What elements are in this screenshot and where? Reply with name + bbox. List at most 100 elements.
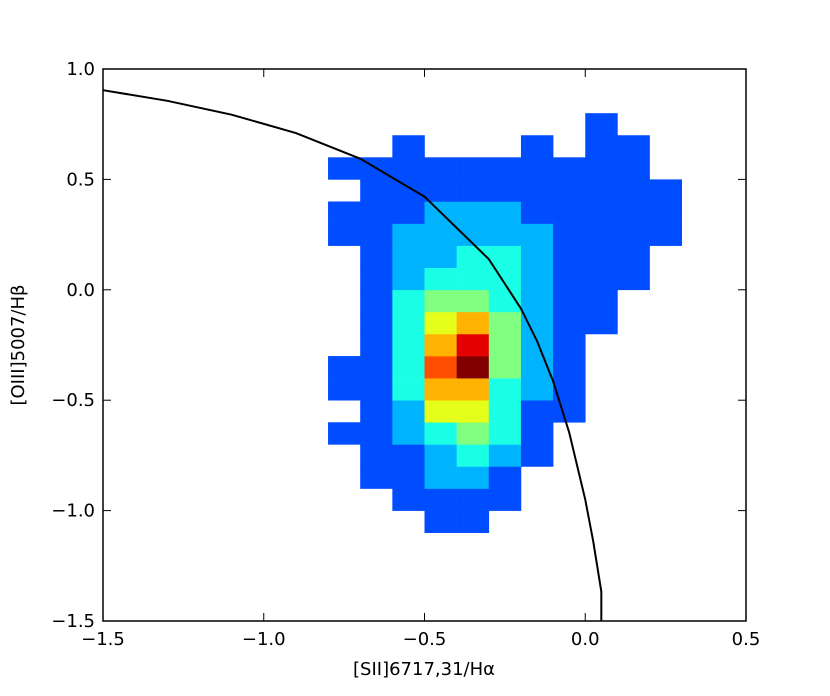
hist-cell <box>617 290 649 312</box>
hist-cell <box>553 245 586 269</box>
hist-cell <box>296 312 328 334</box>
hist-cell <box>456 378 490 401</box>
hist-cell <box>392 488 425 511</box>
hist-cell <box>360 489 392 511</box>
hist-cell <box>682 444 714 466</box>
y-axis-label: [OIII]5007/Hβ <box>8 284 29 405</box>
hist-cell <box>328 268 360 290</box>
demarcation-line <box>102 89 603 621</box>
hist-cell <box>264 290 296 312</box>
hist-cell <box>488 356 522 379</box>
hist-cell <box>520 289 554 313</box>
hist-cell <box>264 511 296 533</box>
hist-cell <box>520 444 554 467</box>
hist-cell <box>617 267 650 291</box>
hist-cell <box>296 356 328 378</box>
hist-cell <box>296 268 328 290</box>
hist-cell <box>521 466 553 488</box>
hist-cell <box>682 290 714 312</box>
hist-cell <box>424 488 457 511</box>
hist-cell <box>585 135 618 158</box>
hist-cell <box>520 201 554 224</box>
hist-cell <box>360 289 393 313</box>
hist-cell <box>328 246 360 268</box>
hist-cell <box>489 511 521 533</box>
hist-cell <box>520 245 554 269</box>
hist-cell <box>392 311 425 335</box>
hist-cell <box>585 444 617 466</box>
x-tick-label: 0.0 <box>571 629 600 650</box>
hist-cell <box>585 489 617 511</box>
hist-cell <box>424 289 457 313</box>
hist-cell <box>682 268 714 290</box>
hist-cell <box>456 422 490 445</box>
hist-cell <box>296 246 328 268</box>
hist-cell <box>520 422 554 445</box>
hist-cell <box>585 334 617 356</box>
hist-cell <box>392 422 425 445</box>
hist-cell <box>264 356 296 378</box>
hist-cell <box>650 135 682 157</box>
hist-cell <box>521 511 553 533</box>
hist-cell <box>328 334 360 356</box>
hist-cell <box>585 378 617 400</box>
hist-cell <box>457 113 489 135</box>
hist-cell <box>328 223 361 246</box>
hist-cell <box>296 157 328 179</box>
hist-cell <box>456 444 490 467</box>
x-tick-label: 0.5 <box>732 629 761 650</box>
hist-cell <box>553 157 586 180</box>
hist-cell <box>682 356 714 378</box>
hist-cell <box>650 268 682 290</box>
hist-cell <box>264 268 296 290</box>
hist-cell <box>392 113 424 135</box>
hist-cell <box>617 135 650 158</box>
hist-cell <box>488 311 522 335</box>
hist-cell <box>617 400 649 422</box>
hist-cell <box>488 223 522 246</box>
x-tick-label: −1.0 <box>242 629 286 650</box>
hist-cell <box>424 356 457 379</box>
hist-cell <box>456 157 490 180</box>
hist-cell <box>650 113 682 135</box>
hist-cell <box>650 290 682 312</box>
hist-cell <box>360 333 393 357</box>
hist-cell <box>424 510 457 533</box>
hist-cell <box>456 488 490 511</box>
hist-cell <box>617 179 650 202</box>
hist-cell <box>296 422 328 444</box>
hist-cell <box>617 223 650 246</box>
hist-cell <box>456 179 490 202</box>
hist-cell <box>392 511 424 533</box>
hist-cell <box>392 289 425 313</box>
hist-cell <box>456 356 490 379</box>
hist-cell <box>392 179 425 202</box>
hist-cell <box>488 378 522 401</box>
hist-cell <box>650 466 682 488</box>
y-tick-label: −1.5 <box>51 611 95 632</box>
hist-cell <box>553 311 586 335</box>
hist-cell <box>328 422 361 445</box>
hist-cell <box>296 466 328 488</box>
hist-cell <box>585 245 618 269</box>
hist-cell <box>649 223 682 246</box>
hist-cell <box>617 113 649 135</box>
hist-cell <box>328 378 361 401</box>
hist-cell <box>488 157 522 180</box>
hist-cell <box>617 201 650 224</box>
hist-cell <box>650 378 682 400</box>
hist-cell <box>424 333 457 357</box>
hist-cell <box>360 223 393 246</box>
hist-cell <box>328 444 360 466</box>
hist-cell <box>456 267 490 291</box>
hist-cell <box>264 312 296 334</box>
hist-cell <box>328 312 360 334</box>
hist-cell <box>360 466 393 489</box>
hist-cell <box>682 113 714 135</box>
hist-cell <box>425 113 457 135</box>
hist-cell <box>392 157 425 180</box>
hist-cell <box>585 289 618 313</box>
hist-cell <box>553 400 586 423</box>
hist-cell <box>328 157 361 180</box>
